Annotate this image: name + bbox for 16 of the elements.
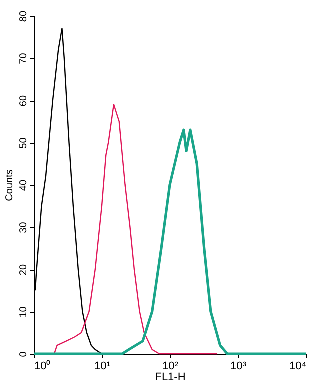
y-tick-label: 80 bbox=[18, 10, 30, 22]
x-tick-label: 10⁴ bbox=[290, 360, 307, 372]
x-tick-label: 10⁰ bbox=[34, 360, 51, 372]
y-tick-label: 30 bbox=[18, 222, 30, 234]
x-tick-label: 10³ bbox=[230, 360, 247, 372]
x-tick-label: 10¹ bbox=[94, 360, 111, 372]
y-tick-label: 0 bbox=[18, 351, 30, 358]
y-tick-label: 60 bbox=[18, 95, 30, 107]
y-axis-title: Counts bbox=[4, 170, 16, 202]
x-tick-label: 10² bbox=[162, 360, 179, 372]
y-tick-label: 40 bbox=[18, 180, 30, 192]
y-tick-label: 50 bbox=[18, 137, 30, 149]
y-tick-label: 20 bbox=[18, 264, 30, 276]
x-axis-title: FL1-H bbox=[155, 372, 186, 384]
y-tick-label: 70 bbox=[18, 52, 30, 64]
y-tick-label: 10 bbox=[18, 306, 30, 318]
